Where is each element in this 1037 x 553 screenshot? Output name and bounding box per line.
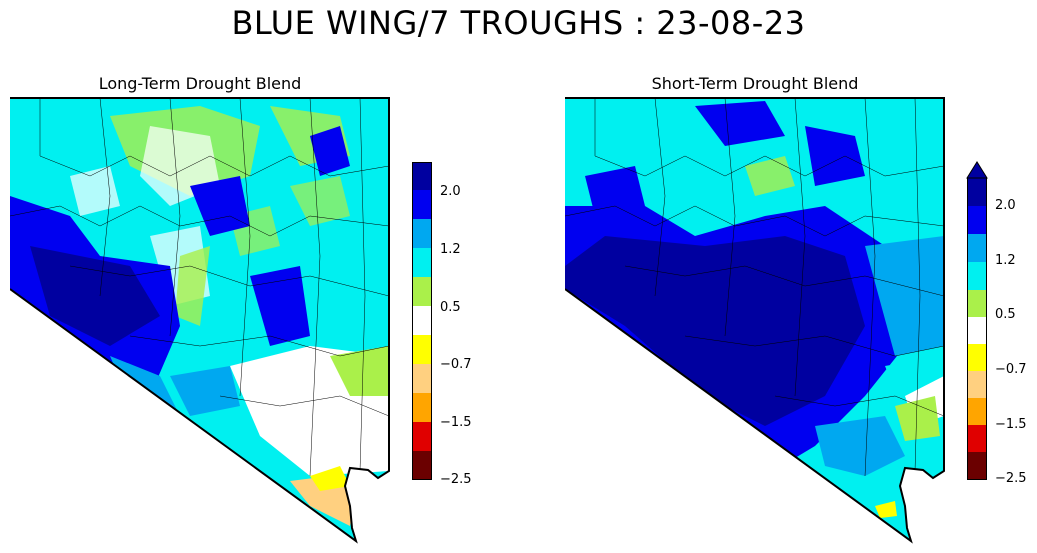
short-term-colorbar	[966, 161, 988, 480]
cbar-tick-label: −2.5	[440, 472, 472, 487]
cbar-swatch	[967, 206, 987, 234]
long-term-colorbar	[412, 162, 432, 480]
short-term-drought-map	[565, 97, 945, 544]
cbar-swatch	[412, 219, 432, 248]
short-term-panel-title: Short-Term Drought Blend	[651, 74, 859, 93]
cbar-swatch	[412, 248, 432, 277]
cbar-swatch	[412, 451, 432, 480]
cbar-tick-label: −0.7	[440, 357, 472, 372]
cbar-swatch	[412, 364, 432, 393]
cbar-tick-label: −1.5	[440, 415, 472, 430]
cbar-swatch	[412, 393, 432, 422]
long-term-panel-title: Long-Term Drought Blend	[98, 74, 302, 93]
cbar-swatch	[967, 425, 987, 452]
cbar-tick-label: 1.2	[440, 242, 461, 257]
cbar-swatch	[412, 162, 432, 190]
cbar-tick-label: 1.2	[995, 253, 1016, 268]
figure-title: BLUE WING/7 TROUGHS : 23-08-23	[231, 4, 806, 42]
cbar-swatch	[967, 317, 987, 344]
cbar-tick-label: −2.5	[995, 471, 1027, 486]
cbar-swatch	[412, 306, 432, 335]
cbar-swatch	[967, 178, 987, 206]
cbar-tick-label: 2.0	[440, 184, 461, 199]
cbar-extend-arrow	[966, 161, 988, 179]
cbar-tick-label: −0.7	[995, 362, 1027, 377]
cbar-swatch	[412, 277, 432, 306]
cbar-tick-label: 2.0	[995, 198, 1016, 213]
cbar-tick-label: 0.5	[440, 300, 461, 315]
cbar-swatch	[412, 190, 432, 219]
cbar-swatch	[412, 422, 432, 451]
cbar-swatch	[412, 335, 432, 364]
cbar-swatch	[967, 262, 987, 290]
cbar-swatch	[967, 290, 987, 317]
cbar-swatch	[967, 234, 987, 262]
cbar-tick-label: 0.5	[995, 307, 1016, 322]
cbar-swatch	[967, 452, 987, 480]
cbar-swatch	[967, 371, 987, 398]
cbar-tick-label: −1.5	[995, 417, 1027, 432]
cbar-swatch	[967, 398, 987, 425]
cbar-swatch	[967, 344, 987, 371]
long-term-drought-map	[10, 97, 390, 544]
